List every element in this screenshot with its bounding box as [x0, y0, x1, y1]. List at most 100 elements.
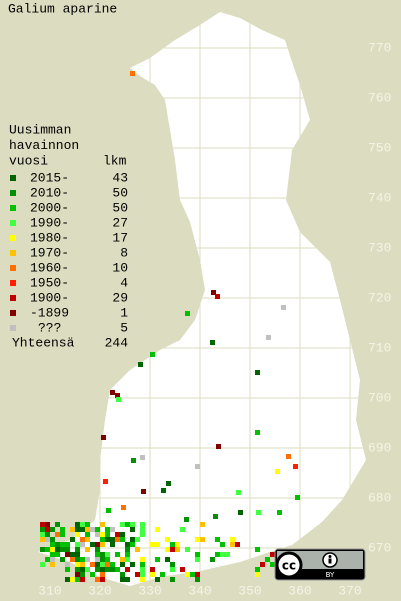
observation: [135, 547, 140, 552]
legend-count: 10: [112, 260, 128, 275]
observation: [180, 527, 185, 532]
observation: [275, 469, 280, 474]
legend-count: 50: [112, 200, 128, 215]
easting-label: 340: [188, 583, 211, 598]
observation: [115, 393, 120, 398]
observation: [105, 527, 110, 532]
observation: [85, 522, 90, 527]
observation: [60, 532, 65, 537]
observation: [266, 335, 271, 340]
observation: [65, 547, 70, 552]
observation: [120, 572, 125, 577]
total-label: Yhteensä: [12, 335, 75, 350]
observation: [185, 572, 190, 577]
observation: [210, 557, 215, 562]
observation: [215, 294, 220, 299]
observation: [40, 547, 45, 552]
observation: [80, 567, 85, 572]
observation: [270, 552, 275, 557]
easting-label: 350: [238, 583, 261, 598]
observation: [161, 488, 166, 493]
observation: [55, 552, 60, 557]
legend-label: 1960-: [30, 260, 69, 275]
observation: [140, 522, 145, 527]
observation: [120, 577, 125, 582]
observation: [195, 552, 200, 557]
legend-swatch: [10, 175, 16, 181]
legend-count: 43: [112, 170, 128, 185]
observation: [65, 552, 70, 557]
observation: [65, 542, 70, 547]
observation: [60, 557, 65, 562]
observation: [75, 552, 80, 557]
observation: [105, 532, 110, 537]
observation: [75, 577, 80, 582]
observation: [165, 557, 170, 562]
observation: [40, 532, 45, 537]
observation: [100, 557, 105, 562]
observation: [101, 435, 106, 440]
observation: [195, 464, 200, 469]
northing-label: 730: [368, 240, 391, 255]
cc-circle: [275, 551, 303, 579]
legend-label: 1970-: [30, 245, 69, 260]
observation: [80, 522, 85, 527]
observation: [190, 572, 195, 577]
observation: [100, 562, 105, 567]
observation: [50, 562, 55, 567]
observation: [150, 567, 155, 572]
observation: [70, 577, 75, 582]
observation: [95, 557, 100, 562]
observation: [95, 577, 100, 582]
northing-label: 700: [368, 390, 391, 405]
legend-count: 50: [112, 185, 128, 200]
observation: [45, 547, 50, 552]
observation: [85, 567, 90, 572]
observation: [200, 537, 205, 542]
observation: [55, 547, 60, 552]
observation: [75, 572, 80, 577]
legend-label: 1950-: [30, 275, 69, 290]
title: Galium aparine: [8, 1, 117, 16]
observation: [155, 527, 160, 532]
observation: [95, 527, 100, 532]
observation: [100, 577, 105, 582]
observation: [220, 542, 225, 547]
observation: [110, 542, 115, 547]
observation: [75, 567, 80, 572]
observation: [45, 522, 50, 527]
legend-swatch: [10, 280, 16, 286]
observation: [170, 562, 175, 567]
observation: [230, 537, 235, 542]
legend-swatch: [10, 235, 16, 241]
observation: [45, 532, 50, 537]
observation: [255, 567, 260, 572]
legend-label: -1899: [30, 305, 69, 320]
legend-label: 1900-: [30, 290, 69, 305]
observation: [140, 562, 145, 567]
observation: [140, 532, 145, 537]
observation: [80, 557, 85, 562]
legend-count: 4: [120, 275, 128, 290]
observation: [40, 562, 45, 567]
observation: [130, 537, 135, 542]
legend-label: 2010-: [30, 185, 69, 200]
observation: [238, 510, 243, 515]
observation: [286, 454, 291, 459]
observation: [184, 517, 189, 522]
observation: [235, 542, 240, 547]
observation: [80, 527, 85, 532]
observation: [120, 532, 125, 537]
observation: [65, 567, 70, 572]
legend-count: 5: [120, 320, 128, 335]
legend-swatch: [10, 295, 16, 301]
observation: [165, 537, 170, 542]
observation: [255, 430, 260, 435]
observation: [130, 527, 135, 532]
observation: [40, 527, 45, 532]
observation: [50, 537, 55, 542]
legend-heading: vuosi: [9, 153, 48, 168]
observation: [40, 537, 45, 542]
observation: [70, 557, 75, 562]
